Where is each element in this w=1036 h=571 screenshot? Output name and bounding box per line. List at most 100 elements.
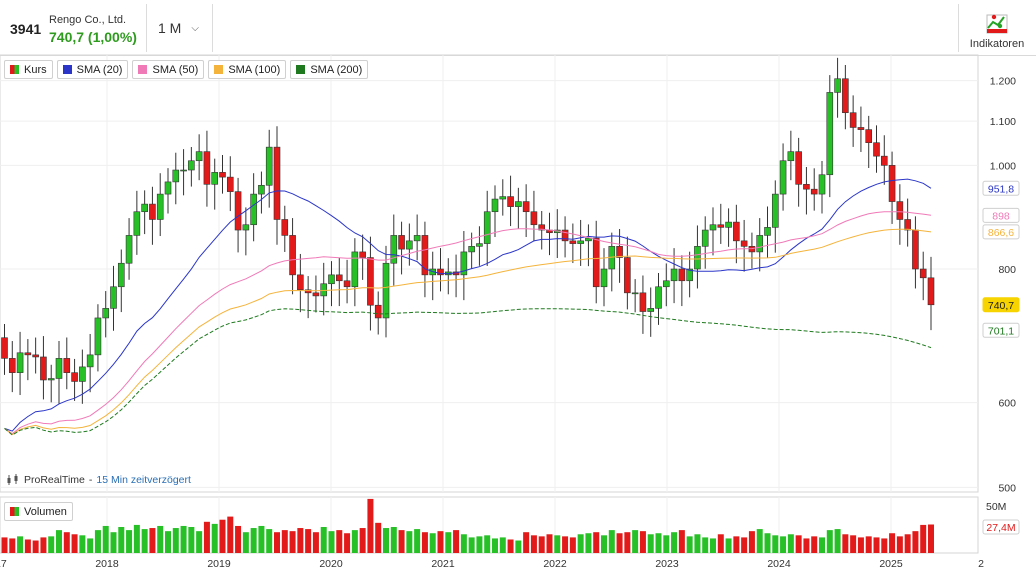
volume-bar xyxy=(873,537,880,553)
legend-item-sma200[interactable]: SMA (200) xyxy=(290,60,369,79)
candle-body xyxy=(896,201,904,220)
candle-body xyxy=(16,352,24,373)
price-value-tag xyxy=(982,322,1020,338)
price-value-label: 898 xyxy=(992,210,1010,222)
candle-body xyxy=(818,174,826,195)
candle-body xyxy=(795,151,802,185)
volume-bar xyxy=(17,536,24,553)
volume-bar xyxy=(24,539,31,553)
candle-body xyxy=(670,268,678,282)
legend-item-sma100[interactable]: SMA (100) xyxy=(208,60,287,79)
period-selector[interactable]: 1 M ⌵ xyxy=(158,20,199,36)
candle-body xyxy=(460,251,468,276)
candle-body xyxy=(226,176,234,192)
price-value-tag xyxy=(982,224,1020,240)
volume-bar xyxy=(281,530,288,553)
legend-item-sma20[interactable]: SMA (20) xyxy=(56,60,129,79)
x-tick-label: 2019 xyxy=(207,558,231,570)
candle-body xyxy=(787,151,795,162)
volume-value-label: 27,4M xyxy=(986,522,1015,534)
volume-bar xyxy=(492,538,498,553)
candle-body xyxy=(569,240,577,244)
volume-bar xyxy=(850,535,857,553)
volume-bar xyxy=(585,533,592,553)
volume-bar xyxy=(616,533,623,553)
volume-bar xyxy=(710,538,716,553)
candle-body xyxy=(289,235,296,276)
volume-bar xyxy=(157,525,164,553)
candle-body xyxy=(102,308,110,319)
candle-body xyxy=(538,224,546,231)
volume-bar xyxy=(632,530,639,553)
candle-body xyxy=(717,224,725,228)
legend-item-volume[interactable]: Volumen xyxy=(4,502,73,521)
candle-body xyxy=(733,221,740,242)
candle-body xyxy=(522,201,530,213)
volume-bar xyxy=(165,531,171,553)
candle-body xyxy=(515,201,522,207)
volume-bar xyxy=(484,535,491,553)
candle-body xyxy=(577,240,584,244)
candle-body xyxy=(888,165,896,202)
volume-bar xyxy=(110,532,117,553)
candle-body xyxy=(343,280,351,288)
candle-body xyxy=(694,246,701,270)
legend-item-kurs[interactable]: Kurs xyxy=(4,60,53,79)
candle-body xyxy=(530,211,538,226)
volume-bar xyxy=(515,540,522,553)
volume-bar xyxy=(9,538,16,553)
volume-bar xyxy=(63,532,70,553)
candle-body xyxy=(180,169,187,172)
volume-bar xyxy=(678,530,685,553)
volume-bar xyxy=(639,531,646,553)
volume-bar xyxy=(421,532,428,553)
volume-bar xyxy=(655,533,662,553)
volume-bar xyxy=(577,534,584,553)
candle-body xyxy=(258,184,265,195)
volume-bar xyxy=(819,537,825,553)
volume-bar xyxy=(920,524,927,553)
candle-body xyxy=(164,181,172,195)
candle-body xyxy=(585,237,592,242)
candle-body xyxy=(172,169,180,183)
candle-body xyxy=(413,235,421,242)
candle-body xyxy=(335,274,343,282)
volume-bar xyxy=(126,530,133,553)
candle-body xyxy=(125,235,133,264)
period-label: 1 M xyxy=(158,20,182,36)
legend-item-sma50[interactable]: SMA (50) xyxy=(132,60,205,79)
volume-bar xyxy=(406,531,413,553)
candle-body xyxy=(912,229,919,270)
candle-body xyxy=(63,358,71,373)
sma100-swatch xyxy=(214,65,224,74)
volume-bar xyxy=(359,528,366,553)
candle-body xyxy=(616,246,623,258)
volume-bar xyxy=(530,535,537,553)
volume-bar xyxy=(554,535,561,553)
candle-body xyxy=(865,129,873,143)
price-tick-label: 1.200 xyxy=(990,76,1016,88)
volume-bar xyxy=(593,532,600,553)
indicators-button[interactable]: Indikatoren xyxy=(958,4,1036,52)
candle-body xyxy=(117,262,125,288)
volume-bar xyxy=(274,532,280,553)
candle-body xyxy=(8,358,16,373)
candle-body xyxy=(491,198,499,213)
candle-body xyxy=(382,262,390,319)
volume-bar xyxy=(741,537,748,553)
candle-body xyxy=(79,366,86,382)
candle-body xyxy=(904,219,911,231)
candle-body xyxy=(880,155,888,166)
volume-bar xyxy=(266,529,273,553)
volume-bar xyxy=(383,528,389,553)
candle-body xyxy=(149,203,156,220)
candle-body xyxy=(631,292,639,295)
candle-body xyxy=(32,354,39,358)
volume-swatch xyxy=(10,507,19,516)
volume-bar xyxy=(429,533,436,553)
volume-bar xyxy=(460,534,467,553)
volume-bar xyxy=(694,534,701,553)
price-value-tag xyxy=(982,180,1020,196)
volume-bar xyxy=(842,534,849,553)
